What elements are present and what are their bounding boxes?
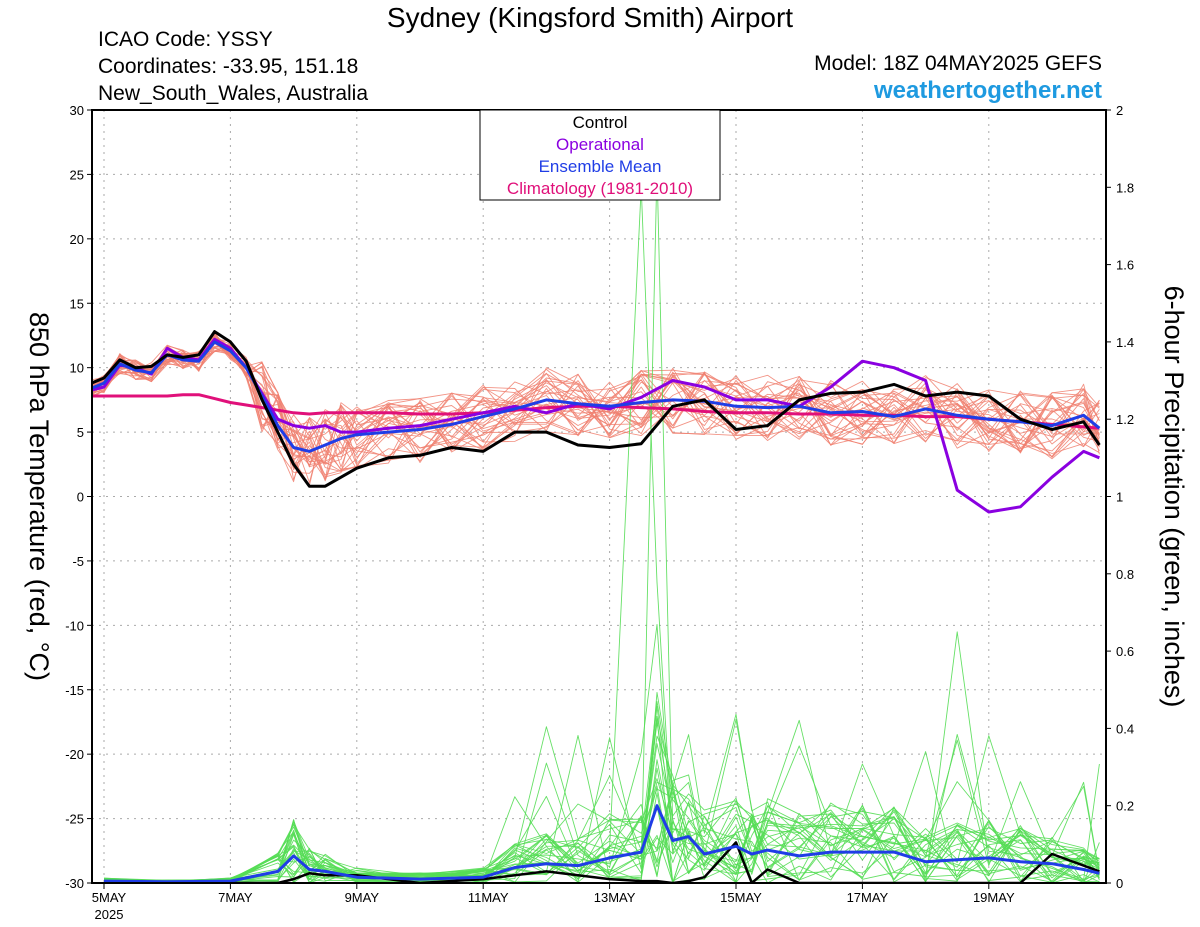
x-tick-label: 9MAY	[345, 890, 380, 905]
legend-entry: Control	[573, 113, 628, 132]
precip-control-line	[104, 841, 1100, 883]
y-tick-label: -30	[65, 876, 84, 891]
x-tick-label: 15MAY	[720, 890, 762, 905]
temp-member-line	[92, 340, 1100, 450]
y-tick-label: -10	[65, 618, 84, 633]
region: New_South_Wales, Australia	[98, 82, 369, 105]
y2-tick-label: 0.8	[1116, 567, 1134, 582]
y-tick-label: -20	[65, 747, 84, 762]
plot-series	[92, 167, 1101, 883]
precip-member-line	[103, 759, 1100, 883]
precip-member-line	[103, 167, 1100, 883]
temp-ensemble-mean-line	[92, 340, 1101, 453]
legend-entry: Operational	[556, 135, 644, 154]
temp-member-line	[92, 347, 1100, 472]
precip-ensemble-mean-line	[103, 804, 1100, 883]
temp-control-line	[92, 330, 1101, 488]
y-tick-label: 15	[70, 296, 84, 311]
precip-member-line	[103, 778, 1100, 883]
x-tick-label: 5MAY	[92, 890, 127, 905]
precip-member-line	[103, 716, 1100, 883]
x-tick-label: 19MAY	[973, 890, 1015, 905]
y2-tick-label: 0.6	[1116, 644, 1134, 659]
coordinates: Coordinates: -33.95, 151.18	[98, 55, 359, 78]
precip-member-line	[103, 186, 1100, 883]
y2-axis-label: 6-hour Precipitation (green, inches)	[1159, 286, 1189, 708]
y2-tick-label: 1	[1116, 490, 1123, 505]
y2-tick-label: 0.2	[1116, 799, 1134, 814]
icao-code: ICAO Code: YSSY	[98, 28, 273, 51]
x-tick-sublabel: 2025	[95, 907, 124, 922]
site-link[interactable]: weathertogether.net	[873, 77, 1102, 104]
y-tick-label: 30	[70, 103, 84, 118]
chart-title: Sydney (Kingsford Smith) Airport	[386, 2, 794, 33]
precip-member-line	[103, 734, 1100, 883]
y2-tick-label: 0	[1116, 876, 1123, 891]
y2-tick-label: 1.6	[1116, 258, 1134, 273]
y2-tick-label: 1.2	[1116, 412, 1134, 427]
x-tick-label: 7MAY	[218, 890, 253, 905]
precip-member-line	[103, 781, 1100, 882]
legend-entry: Climatology (1981-2010)	[507, 179, 693, 198]
precip-member-line	[103, 691, 1100, 883]
precip-member-line	[103, 719, 1100, 883]
y-tick-label: -15	[65, 683, 84, 698]
y-tick-label: 10	[70, 361, 84, 376]
y-tick-label: -5	[72, 554, 84, 569]
precip-member-line	[103, 716, 1100, 883]
y-tick-label: 25	[70, 167, 84, 182]
legend-entry: Ensemble Mean	[539, 157, 662, 176]
x-tick-label: 17MAY	[847, 890, 889, 905]
temp-member-line	[92, 331, 1100, 463]
y-tick-label: 5	[77, 425, 84, 440]
y-axis-label: 850 hPa Temperature (red, °C)	[24, 312, 54, 681]
legend-box	[479, 109, 721, 201]
y2-tick-label: 0.4	[1116, 721, 1134, 736]
y2-tick-label: 1.4	[1116, 335, 1134, 350]
model-run: Model: 18Z 04MAY2025 GEFS	[814, 52, 1102, 75]
x-tick-label: 11MAY	[468, 890, 509, 905]
temp-member-line	[92, 333, 1100, 486]
temp-member-line	[92, 336, 1100, 468]
precip-member-line	[103, 783, 1100, 882]
precip-member-line	[103, 713, 1100, 883]
y-tick-label: 20	[70, 232, 84, 247]
x-tick-label: 13MAY	[594, 890, 636, 905]
y-tick-label: -25	[65, 812, 84, 827]
y-tick-label: 0	[77, 490, 84, 505]
y2-tick-label: 2	[1116, 103, 1123, 118]
y2-tick-label: 1.8	[1116, 180, 1134, 195]
